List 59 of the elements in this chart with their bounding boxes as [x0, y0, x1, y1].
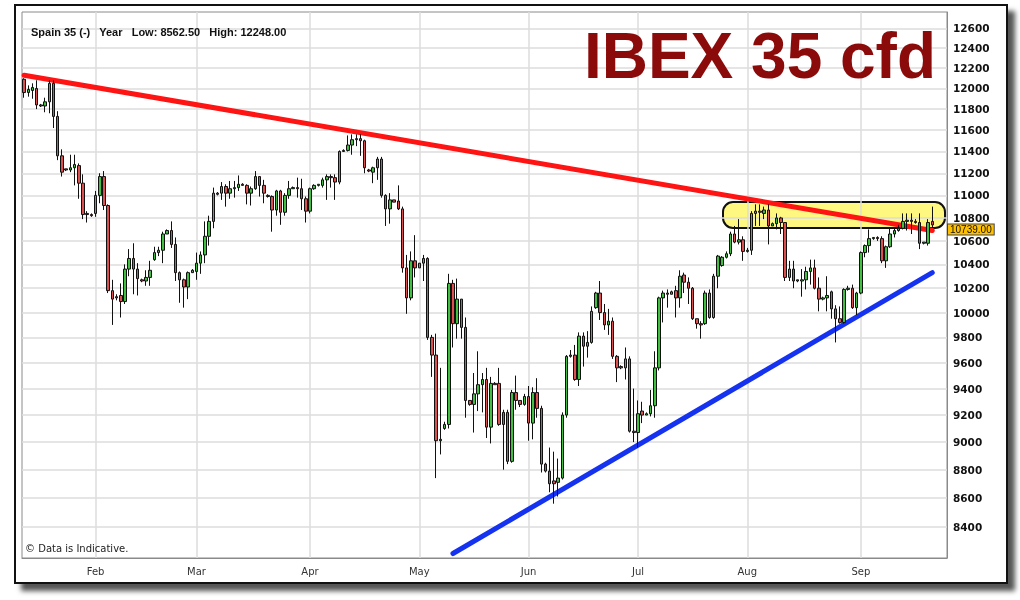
x-tick-label: Feb: [86, 565, 105, 577]
candlestick: [148, 260, 152, 287]
y-tick-label: 11000: [953, 189, 990, 202]
candlestick: [224, 183, 228, 208]
candlestick: [842, 287, 846, 325]
y-tick-label: 10600: [953, 234, 990, 247]
y-tick-label: 12600: [953, 22, 990, 35]
y-tick-label: 9800: [953, 331, 983, 344]
text: 10739.00: [950, 223, 993, 235]
candlestick: [792, 260, 795, 289]
candlestick: [153, 246, 156, 262]
annotation: © Data is Indicative.: [25, 542, 129, 554]
y-tick-label: 8400: [953, 520, 983, 533]
candlestick: [350, 133, 354, 156]
x-tick-label: Apr: [301, 565, 320, 577]
y-tick-label: 11800: [953, 103, 990, 116]
candlestick: [22, 77, 26, 99]
y-tick-label: 9600: [953, 356, 983, 369]
candlestick: [577, 331, 581, 387]
x-tick-label: Aug: [737, 565, 758, 577]
x-tick-label: May: [408, 565, 430, 577]
candlestick: [758, 203, 762, 227]
y-tick-label: 11600: [953, 124, 990, 137]
chart-title: IBEX 35 cfd: [583, 20, 936, 92]
candlestick: [867, 228, 871, 254]
y-tick-label: 10400: [953, 258, 990, 271]
y-tick-label: 12000: [953, 82, 990, 95]
candlestick: [800, 268, 804, 298]
y-tick-label: 8800: [953, 463, 983, 476]
candlestick: [905, 212, 909, 232]
candlestick: [552, 451, 556, 505]
candlestick: [434, 333, 438, 479]
y-tick-label: 10000: [953, 306, 990, 319]
candlestick: [447, 273, 451, 429]
x-tick-label: Sep: [851, 565, 871, 577]
candlestick: [388, 192, 392, 225]
candlestick: [325, 173, 329, 201]
y-tick-label: 10200: [953, 282, 990, 295]
x-tick-label: Mar: [187, 565, 207, 577]
candlestick: [880, 235, 884, 264]
x-tick-label: Jun: [519, 565, 537, 577]
candlestick: [195, 252, 198, 281]
y-tick-label: 9400: [953, 382, 983, 395]
candlestick: [346, 134, 350, 152]
x-tick-label: Jul: [630, 565, 644, 577]
text: Spain 35 (-) Year Low: 8562.50 High: 12248.00: [31, 25, 287, 38]
candlestick: [262, 179, 266, 204]
y-tick-label: 12200: [953, 62, 990, 75]
y-tick-label: 8600: [953, 491, 983, 504]
y-tick-label: 9200: [953, 409, 983, 422]
y-tick-label: 9000: [953, 436, 983, 449]
candlestick: [245, 183, 249, 205]
candlestick: [161, 231, 165, 264]
y-tick-label: 11200: [953, 167, 990, 180]
y-tick-label: 12400: [953, 42, 990, 55]
candlestick: [270, 194, 274, 233]
y-tick-label: 10800: [953, 211, 990, 224]
candlestick: [901, 212, 905, 230]
y-tick-label: 11400: [953, 145, 990, 158]
